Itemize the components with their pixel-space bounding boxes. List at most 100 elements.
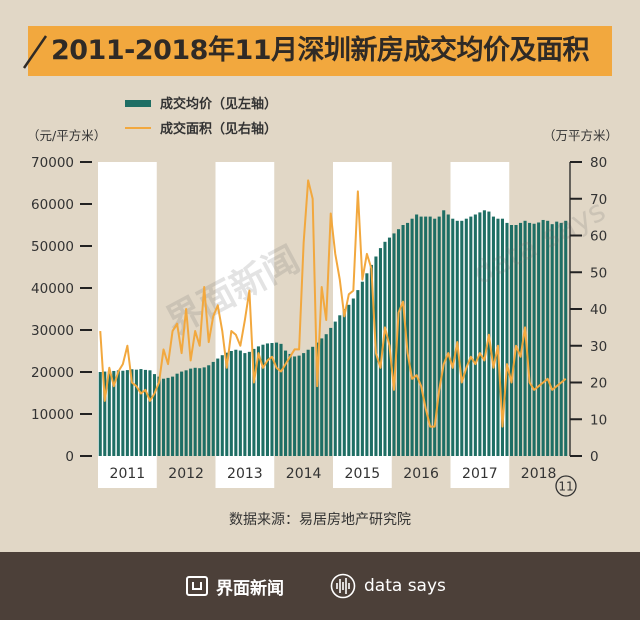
price-bar	[333, 321, 337, 456]
source-note: 数据来源：易居房地产研究院	[229, 512, 411, 528]
price-bar	[238, 350, 242, 456]
price-bar	[252, 348, 256, 456]
year-label: 2014	[286, 466, 322, 482]
footer-logo2-text: data says	[364, 576, 446, 596]
year-label: 2013	[227, 466, 263, 482]
price-bar	[478, 212, 482, 456]
right-axis-tick-label: 10	[590, 412, 607, 428]
price-bar	[419, 216, 423, 456]
price-bar	[500, 218, 504, 456]
price-bar	[428, 216, 432, 456]
price-bar	[261, 344, 265, 456]
right-axis: 80 70 60 50 40 30 20 10 0	[569, 155, 607, 465]
price-bar	[369, 264, 373, 456]
price-bar	[311, 346, 315, 456]
price-bar	[451, 218, 455, 456]
last-month-label: 11	[558, 480, 573, 494]
left-axis-tick-label: 10000	[31, 407, 74, 423]
price-bar	[134, 369, 138, 456]
price-bar	[514, 225, 518, 456]
right-axis-label: （万平方米）	[543, 128, 618, 143]
price-bar	[161, 378, 166, 456]
legend: 成交均价（见左轴） 成交面积（见右轴）	[125, 96, 277, 137]
price-bar	[519, 222, 523, 456]
price-bar	[415, 214, 419, 456]
price-bar	[442, 210, 446, 456]
price-bar	[302, 353, 306, 456]
price-bar	[392, 233, 396, 456]
price-bar	[360, 281, 364, 456]
price-bar	[469, 216, 473, 456]
price-bar	[279, 343, 283, 456]
price-bar	[198, 368, 202, 456]
price-bar	[401, 225, 405, 456]
price-bar	[473, 214, 477, 456]
year-labels: 2011 2012 2013 2014 2015 2016 2017 2018	[110, 466, 557, 482]
price-bar	[383, 241, 387, 456]
price-bar	[537, 222, 541, 456]
price-bar	[324, 334, 328, 456]
price-bar	[247, 351, 251, 456]
price-bar	[406, 222, 410, 456]
price-bar	[546, 220, 550, 456]
price-bar	[410, 218, 414, 456]
price-bar	[297, 355, 301, 456]
price-bar	[396, 229, 401, 456]
price-bar	[130, 369, 134, 456]
left-axis-tick-label: 20000	[31, 365, 74, 381]
right-axis-tick-label: 40	[590, 302, 607, 318]
price-bar	[342, 309, 346, 456]
price-bar	[112, 370, 116, 456]
price-bar	[207, 365, 211, 456]
price-bar	[211, 361, 215, 456]
price-bar	[293, 356, 297, 456]
right-axis-tick-label: 50	[590, 265, 607, 281]
right-axis-tick-label: 0	[590, 449, 599, 465]
left-axis: 70000 60000 50000 40000 30000 20000 10000 0	[31, 155, 92, 465]
price-bar	[270, 343, 274, 456]
left-axis-tick-label: 0	[65, 449, 74, 465]
price-bar	[496, 218, 500, 456]
legend-swatch-bar	[125, 100, 151, 107]
year-label: 2018	[521, 466, 557, 482]
price-bar	[152, 374, 157, 456]
price-bar	[378, 248, 382, 456]
price-bar	[125, 370, 129, 456]
price-bar	[171, 376, 175, 456]
data-says-logo-icon	[330, 573, 356, 599]
price-bar	[541, 219, 545, 456]
footer-logo-datasays: data says	[330, 573, 446, 599]
chart-title: 2011-2018年11月深圳新房成交均价及面积	[50, 35, 590, 66]
price-bar	[256, 346, 260, 456]
jiemian-logo-icon	[186, 576, 208, 596]
left-axis-tick-label: 70000	[31, 155, 74, 171]
price-bar	[107, 371, 111, 456]
footer-logo-jiemian: 界面新闻	[186, 574, 284, 599]
price-bar	[347, 304, 351, 456]
year-label: 2016	[403, 466, 439, 482]
price-bar	[98, 372, 102, 456]
price-bar	[284, 350, 288, 456]
legend-label-price: 成交均价（见左轴）	[160, 96, 277, 112]
price-bar	[288, 353, 292, 456]
legend-label-area: 成交面积（见右轴）	[160, 121, 277, 137]
price-bar	[315, 342, 319, 456]
price-bar	[338, 315, 342, 456]
price-bar	[148, 370, 152, 456]
price-bar	[116, 370, 120, 456]
price-bar	[564, 220, 568, 456]
price-bar	[243, 353, 247, 456]
price-bar	[202, 367, 206, 456]
price-bar	[491, 216, 495, 456]
price-bar	[306, 349, 310, 456]
price-bar	[464, 218, 468, 456]
right-axis-tick-label: 60	[590, 229, 607, 245]
area-line	[99, 179, 567, 428]
last-month-marker: 11	[555, 475, 577, 497]
price-bar	[225, 352, 229, 456]
year-label: 2017	[462, 466, 498, 482]
left-axis-label: （元/平方米）	[27, 128, 106, 143]
price-bar	[157, 376, 161, 456]
price-bar	[189, 368, 193, 456]
year-label: 2015	[345, 466, 381, 482]
